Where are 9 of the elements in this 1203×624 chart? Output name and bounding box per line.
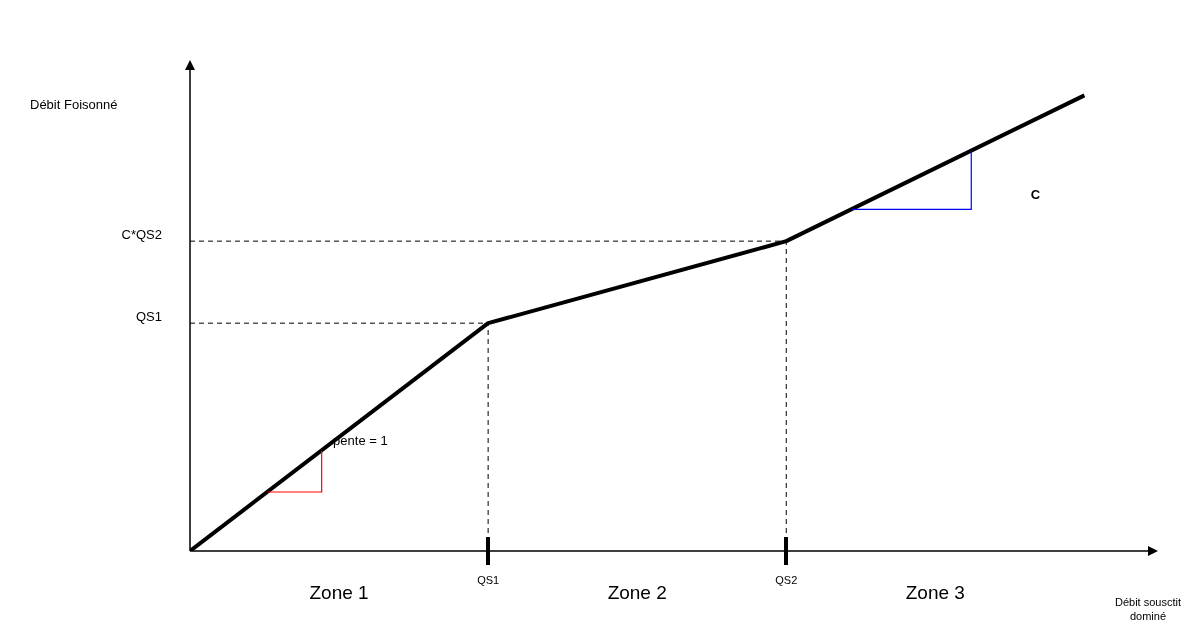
x-tick-label: QS2 bbox=[775, 573, 798, 586]
ref-line-label: QS1 bbox=[135, 308, 162, 324]
text: Débit Foisonné bbox=[30, 96, 118, 112]
annotation: C bbox=[1030, 187, 1041, 203]
text: Zone 3 bbox=[905, 582, 965, 604]
text: Zone 2 bbox=[607, 582, 667, 604]
text: Zone 1 bbox=[309, 582, 369, 604]
ref-line-label: C*QS2 bbox=[121, 226, 162, 242]
x-axis-title: Débit sousctit dominé bbox=[1114, 596, 1182, 623]
